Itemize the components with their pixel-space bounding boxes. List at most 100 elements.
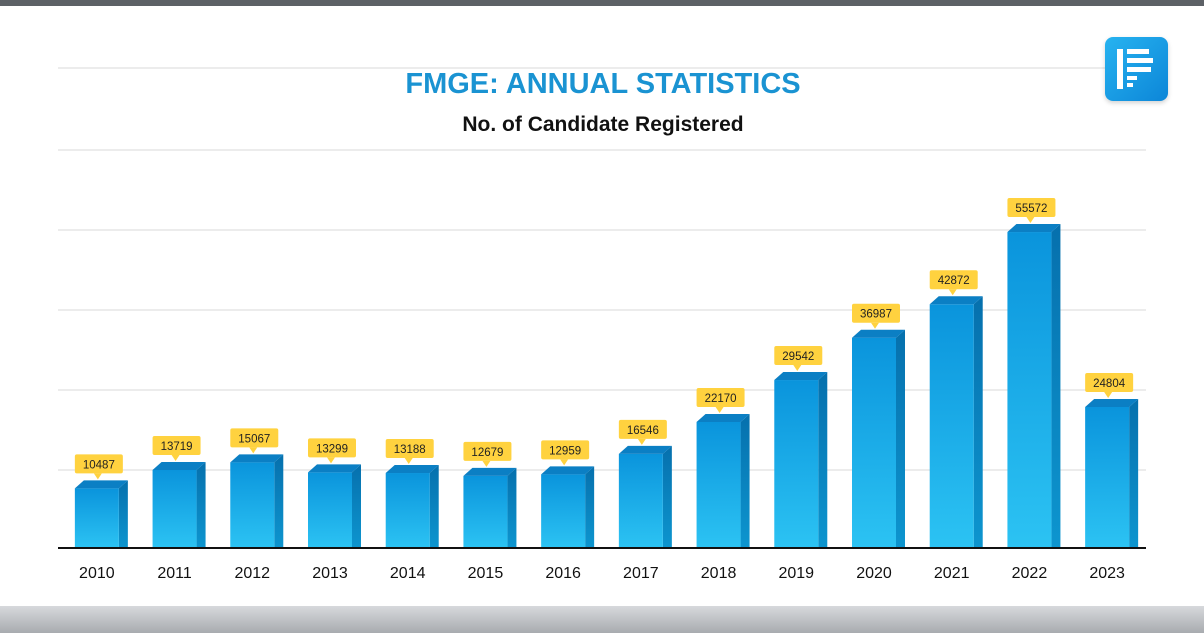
value-label-box xyxy=(230,428,279,448)
value-label-pointer xyxy=(560,459,569,466)
bar-top xyxy=(1007,224,1061,233)
value-label: 12959 xyxy=(549,445,581,457)
value-label-pointer xyxy=(715,406,724,413)
bar xyxy=(463,475,508,548)
value-label-pointer xyxy=(171,454,180,461)
chart-title: FMGE: ANNUAL STATISTICS xyxy=(405,68,800,100)
value-label-box xyxy=(463,441,512,461)
value-label-box xyxy=(774,346,823,366)
bar-group: 36987 xyxy=(852,303,905,548)
bar-top xyxy=(774,372,828,381)
x-tick-label: 2017 xyxy=(623,565,659,582)
bar xyxy=(852,337,896,548)
bar-side xyxy=(352,464,361,548)
value-label-box xyxy=(1007,198,1056,218)
bar-top xyxy=(696,413,750,422)
value-label-box xyxy=(618,419,667,439)
bar xyxy=(385,473,430,548)
value-label-pointer xyxy=(871,322,879,329)
bar-group: 13719 xyxy=(152,435,206,548)
value-label-box xyxy=(852,303,900,323)
value-label: 42872 xyxy=(938,275,970,287)
value-label-box xyxy=(308,438,356,458)
bar-side xyxy=(662,445,672,548)
x-tick-label: 2014 xyxy=(390,565,426,582)
bar-top xyxy=(385,465,439,474)
value-label-pointer xyxy=(249,447,258,454)
value-label: 15067 xyxy=(238,433,270,445)
bar-side xyxy=(118,480,128,548)
bar-top xyxy=(308,464,361,473)
bar-top xyxy=(463,467,517,476)
x-tick-label: 2011 xyxy=(157,565,192,582)
bar-group: 24804 xyxy=(1085,372,1139,548)
p-logo-icon xyxy=(1105,37,1168,101)
bar xyxy=(308,472,352,548)
bar-group: 16546 xyxy=(618,419,672,548)
bar xyxy=(74,488,119,548)
window-top-edge xyxy=(0,0,1204,6)
x-tick-label: 2016 xyxy=(545,565,581,582)
bar-side xyxy=(818,372,828,548)
x-tick-label: 2012 xyxy=(234,565,270,582)
chart-subtitle: No. of Candidate Registered xyxy=(462,113,743,136)
x-tick-label: 2023 xyxy=(1089,565,1125,582)
value-label-box xyxy=(1085,372,1134,392)
bar-top xyxy=(541,466,595,475)
value-label-pointer xyxy=(404,458,413,465)
bar-side xyxy=(973,296,983,548)
x-tick-label: 2010 xyxy=(79,565,115,582)
value-label-box xyxy=(385,439,434,459)
value-label: 16546 xyxy=(627,425,659,437)
x-tick-label: 2021 xyxy=(934,565,970,582)
bar-group: 13299 xyxy=(308,438,361,548)
bar xyxy=(152,469,197,548)
value-label-box xyxy=(152,435,201,455)
value-label: 13188 xyxy=(394,444,426,456)
x-tick-label: 2013 xyxy=(312,565,348,582)
bar xyxy=(929,304,974,548)
bar-group: 55572 xyxy=(1007,198,1061,548)
x-tick-label: 2022 xyxy=(1012,565,1048,582)
bar-side xyxy=(896,329,905,548)
bar-top xyxy=(230,454,284,463)
bar-side xyxy=(585,466,595,548)
bar-group: 10487 xyxy=(74,454,128,548)
bar xyxy=(1085,406,1130,548)
bar-group: 42872 xyxy=(929,270,983,548)
value-label: 36987 xyxy=(860,309,892,321)
value-label-pointer xyxy=(637,438,646,445)
value-label-box xyxy=(541,440,590,460)
bar-top xyxy=(929,296,983,305)
bar-group: 22170 xyxy=(696,387,750,548)
bar-group: 15067 xyxy=(230,428,284,548)
bar-side xyxy=(507,467,517,548)
bar-side xyxy=(740,413,750,548)
value-label: 13719 xyxy=(161,441,193,453)
bar-group: 12679 xyxy=(463,441,517,548)
bar xyxy=(618,453,663,548)
bar-top xyxy=(618,445,672,454)
x-tick-label: 2020 xyxy=(856,565,892,582)
x-tick-labels: 2010 2011 2012 2013 2014 2015 2016 2017 2018 2019… xyxy=(79,565,1125,582)
x-tick-label: 2018 xyxy=(701,565,737,582)
bar xyxy=(541,474,586,548)
value-label-pointer xyxy=(482,460,491,467)
value-label: 24804 xyxy=(1093,378,1126,390)
value-label: 29542 xyxy=(782,351,814,363)
value-label-box xyxy=(74,454,123,474)
value-label: 12679 xyxy=(471,447,503,459)
value-label: 55572 xyxy=(1015,203,1047,215)
bar-side xyxy=(429,465,439,548)
bar-side xyxy=(1051,224,1061,548)
x-tick-label: 2015 xyxy=(468,565,504,582)
value-label-pointer xyxy=(793,365,802,372)
bar xyxy=(696,421,741,548)
bar-top xyxy=(74,480,128,489)
value-label-pointer xyxy=(948,289,957,296)
bar-group: 29542 xyxy=(774,346,828,548)
value-label-pointer xyxy=(1026,217,1035,224)
value-label-pointer xyxy=(1104,391,1113,398)
value-label-box xyxy=(696,387,745,407)
